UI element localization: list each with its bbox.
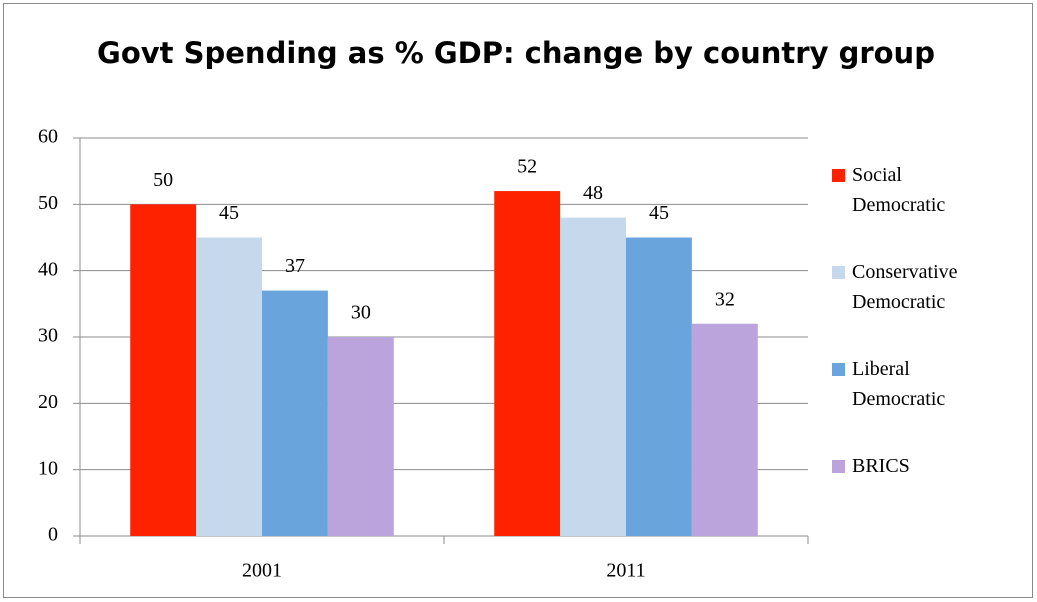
- chart-title: Govt Spending as % GDP: change by countr…: [97, 36, 935, 70]
- legend-item: Conservative Democratic: [832, 257, 997, 354]
- bar: [691, 323, 758, 536]
- data-label: 32: [715, 288, 735, 310]
- bar: [196, 237, 262, 536]
- legend-swatch: [832, 363, 845, 376]
- legend-swatch: [832, 266, 845, 279]
- data-label: 45: [649, 202, 669, 224]
- data-label: 50: [153, 169, 173, 191]
- bar: [494, 191, 561, 537]
- y-tick-label: 10: [38, 457, 58, 479]
- bar: [130, 204, 197, 537]
- legend-label: Social Democratic: [852, 164, 946, 216]
- y-tick-label: 40: [38, 258, 58, 280]
- data-label: 37: [285, 255, 305, 277]
- y-tick-label: 20: [38, 391, 58, 413]
- legend-item: BRICS: [832, 451, 997, 548]
- data-label: 45: [219, 202, 239, 224]
- bar: [327, 337, 394, 536]
- x-tick-label: 2001: [242, 560, 282, 582]
- data-label: 30: [351, 302, 371, 324]
- bar: [262, 290, 328, 536]
- bar: [626, 237, 692, 536]
- y-tick-label: 50: [38, 192, 58, 214]
- y-tick-label: 0: [48, 524, 58, 546]
- bar: [560, 217, 626, 536]
- legend-label: BRICS: [852, 455, 910, 477]
- x-tick-label: 2011: [606, 560, 645, 582]
- data-label: 48: [583, 182, 603, 204]
- legend-swatch: [832, 460, 845, 473]
- y-tick-label: 60: [38, 126, 58, 148]
- y-tick-label: 30: [38, 325, 58, 347]
- legend-label: Liberal Democratic: [852, 358, 946, 410]
- legend: Social Democratic Conservative Democratic…: [832, 160, 997, 548]
- legend-label: Conservative Democratic: [852, 261, 958, 313]
- data-label: 52: [517, 156, 537, 178]
- legend-item: Social Democratic: [832, 160, 997, 257]
- legend-item: Liberal Democratic: [832, 354, 997, 451]
- legend-swatch: [832, 169, 845, 182]
